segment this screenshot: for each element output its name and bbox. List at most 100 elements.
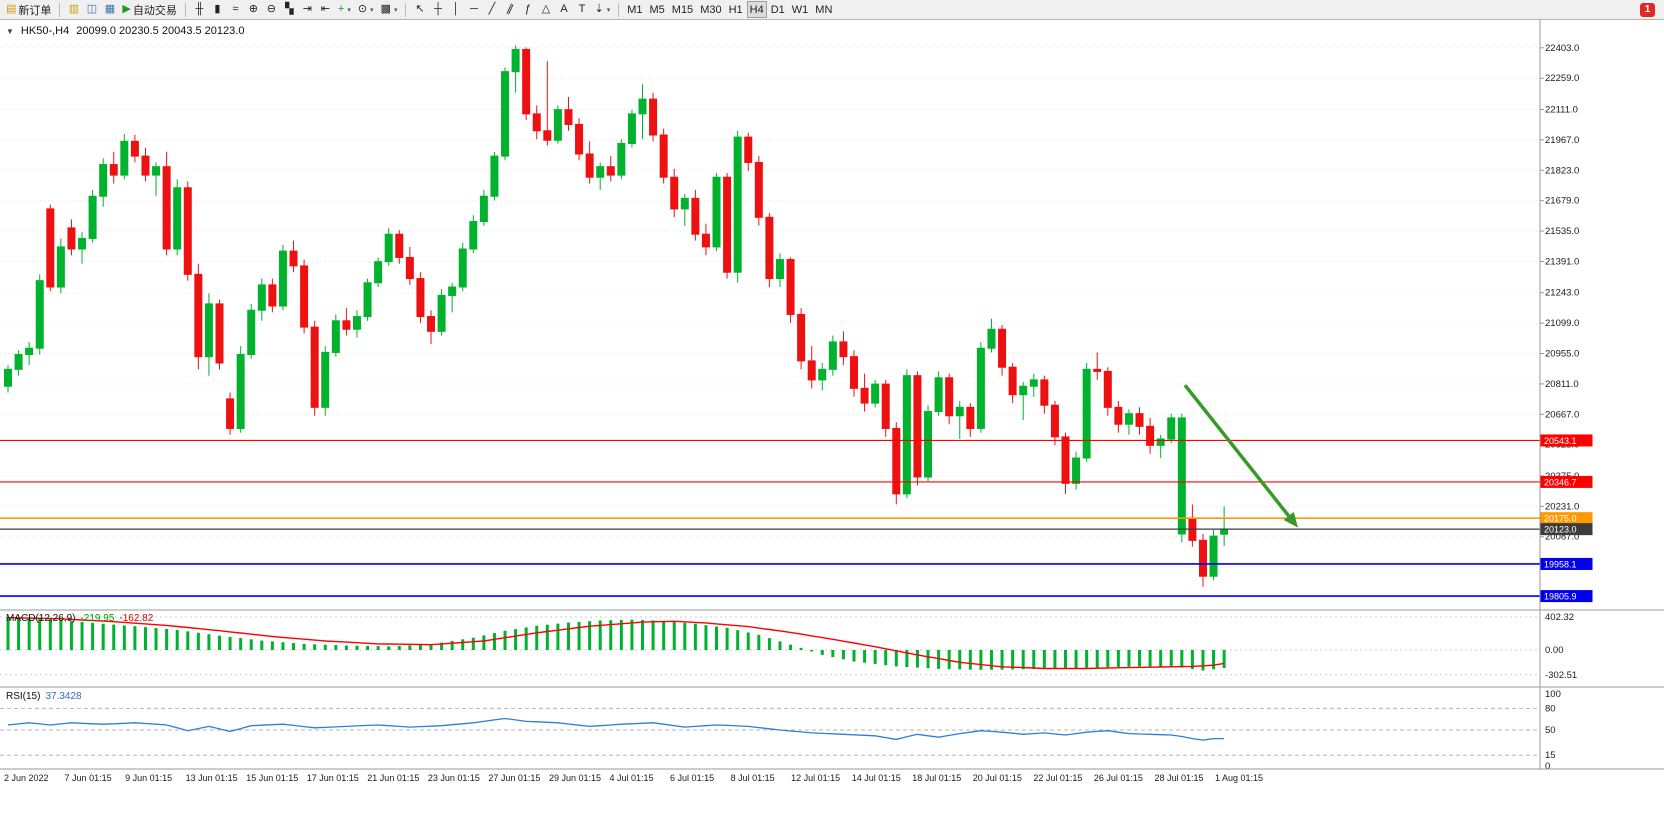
zoom-out-button[interactable]: ⊖ bbox=[263, 1, 280, 18]
macd-histogram-bar bbox=[1138, 650, 1142, 667]
time-axis-label: 7 Jun 01:15 bbox=[65, 773, 112, 783]
candle-bear bbox=[1103, 370, 1112, 408]
text-label-icon: T bbox=[578, 3, 586, 15]
macd-scale-label: 0.00 bbox=[1545, 645, 1564, 656]
candle-bull bbox=[934, 377, 943, 413]
candle-bull bbox=[1156, 438, 1165, 446]
candle-bull bbox=[458, 248, 467, 288]
candle-bull bbox=[469, 221, 478, 250]
candle-bull bbox=[1209, 535, 1218, 577]
zoom-in-button[interactable]: ⊕ bbox=[245, 1, 262, 18]
channel-button[interactable]: ∥ bbox=[501, 1, 518, 18]
macd-histogram-bar bbox=[302, 643, 306, 650]
timeframe-h1-button[interactable]: H1 bbox=[726, 1, 746, 18]
candle-bull bbox=[4, 368, 12, 387]
price-scale-label: 20667.0 bbox=[1545, 409, 1579, 420]
fibonacci-button[interactable]: ƒ bbox=[519, 1, 536, 18]
price-level-badge-text: 19805.9 bbox=[1544, 592, 1577, 602]
candle-bear bbox=[860, 387, 869, 404]
price-level-badge-text: 20346.7 bbox=[1544, 477, 1577, 487]
crosshair-button[interactable]: ┼ bbox=[429, 1, 446, 18]
candle-bull bbox=[204, 303, 213, 358]
price-level-badge-text: 20175.0 bbox=[1544, 514, 1577, 524]
shapes-button[interactable]: △ bbox=[537, 1, 554, 18]
data-window-button[interactable]: ◫ bbox=[83, 1, 100, 18]
timeframe-w1-button[interactable]: W1 bbox=[789, 1, 812, 18]
tile-windows-icon: ▚ bbox=[285, 3, 294, 15]
market-watch-button[interactable]: ▥ bbox=[65, 1, 82, 18]
macd-histogram-bar bbox=[270, 641, 274, 650]
candle-bull bbox=[987, 328, 996, 349]
candle-bear bbox=[649, 98, 658, 136]
periods-button[interactable]: ⊙ ▾ bbox=[355, 1, 377, 18]
candle-bear bbox=[342, 320, 351, 330]
text-button[interactable]: A bbox=[555, 1, 572, 18]
trendline-button[interactable]: ╱ bbox=[483, 1, 500, 18]
candle-bull bbox=[490, 155, 499, 197]
indicators-button[interactable]: + ▾ bbox=[335, 1, 354, 18]
tile-windows-button[interactable]: ▚ bbox=[281, 1, 298, 18]
time-axis-label: 8 Jul 01:15 bbox=[731, 773, 775, 783]
templates-button[interactable]: ▩ ▾ bbox=[378, 1, 401, 18]
timeframe-m15-button[interactable]: M15 bbox=[669, 1, 696, 18]
symbol-dropdown-icon[interactable]: ▼ bbox=[6, 26, 14, 36]
timeframe-mn-button[interactable]: MN bbox=[812, 1, 835, 18]
macd-histogram-bar bbox=[693, 623, 697, 650]
macd-signal-line bbox=[7, 616, 1225, 670]
vertical-line-button[interactable]: │ bbox=[447, 1, 464, 18]
candle-bear bbox=[532, 113, 541, 132]
macd-histogram-bar bbox=[630, 619, 634, 650]
macd-histogram-bar bbox=[1085, 650, 1089, 668]
horizontal-line-button[interactable]: ─ bbox=[465, 1, 482, 18]
candle-bear bbox=[226, 398, 235, 429]
candle-bull bbox=[321, 351, 330, 408]
macd-histogram-bar bbox=[1053, 650, 1057, 669]
candle-bear bbox=[1093, 368, 1102, 372]
timeframe-d1-button[interactable]: D1 bbox=[768, 1, 788, 18]
macd-histogram-bar bbox=[1116, 650, 1120, 668]
text-label-button[interactable]: T bbox=[573, 1, 590, 18]
trend-arrow-head[interactable] bbox=[1283, 511, 1298, 528]
notification-badge[interactable]: 1 bbox=[1640, 2, 1655, 17]
arrows-button[interactable]: ⇣ ▾ bbox=[591, 1, 613, 18]
time-axis-label: 9 Jun 01:15 bbox=[125, 773, 172, 783]
rsi-line bbox=[7, 717, 1225, 741]
timeframe-h4-button[interactable]: H4 bbox=[746, 1, 767, 18]
macd-histogram-bar bbox=[408, 645, 412, 650]
time-axis-label: 21 Jun 01:15 bbox=[367, 773, 419, 783]
auto-trading-button[interactable]: ▶ 自动交易 bbox=[119, 1, 179, 18]
candlestick-chart-button[interactable]: ▮ bbox=[209, 1, 226, 18]
chart-shift-button[interactable]: ⇤ bbox=[317, 1, 334, 18]
candle-bull bbox=[88, 195, 97, 239]
price-scale-label: 21243.0 bbox=[1545, 288, 1579, 299]
candle-bull bbox=[352, 316, 361, 330]
candle-bull bbox=[257, 284, 266, 311]
price-scale-label: 22259.0 bbox=[1545, 73, 1579, 84]
macd-histogram-bar bbox=[947, 650, 951, 670]
candle-bear bbox=[1188, 518, 1197, 541]
cursor-button[interactable]: ↖ bbox=[411, 1, 428, 18]
bar-chart-button[interactable]: ╫ bbox=[191, 1, 208, 18]
candle-bull bbox=[733, 136, 742, 273]
candle-bear bbox=[162, 166, 171, 250]
time-axis-label: 22 Jul 01:15 bbox=[1033, 773, 1082, 783]
auto-scroll-button[interactable]: ⇥ bbox=[299, 1, 316, 18]
macd-histogram-bar bbox=[535, 625, 539, 650]
toolbar-separator bbox=[618, 2, 620, 17]
timeframe-m1-button[interactable]: M1 bbox=[624, 1, 645, 18]
price-scale-label: 20811.0 bbox=[1545, 379, 1579, 390]
macd-histogram-bar bbox=[799, 647, 803, 650]
new-order-button[interactable]: ▤ 新订单 bbox=[3, 1, 54, 18]
chart-window: 22403.0 22259.0 22111.0 21967.0 21823.0 21679… bbox=[0, 20, 1664, 839]
trend-arrow-line[interactable] bbox=[1183, 384, 1291, 518]
time-axis-label: 27 Jun 01:15 bbox=[488, 773, 540, 783]
macd-histogram-bar bbox=[1106, 650, 1110, 668]
macd-histogram-bar bbox=[566, 622, 570, 650]
navigator-button[interactable]: ▦ bbox=[101, 1, 118, 18]
macd-histogram-bar bbox=[1064, 650, 1067, 669]
timeframe-m30-button[interactable]: M30 bbox=[697, 1, 724, 18]
macd-scale-label: -302.51 bbox=[1545, 670, 1577, 681]
timeframe-m5-button[interactable]: M5 bbox=[647, 1, 668, 18]
toolbar-separator bbox=[405, 2, 407, 17]
line-chart-button[interactable]: ≈ bbox=[227, 1, 244, 18]
